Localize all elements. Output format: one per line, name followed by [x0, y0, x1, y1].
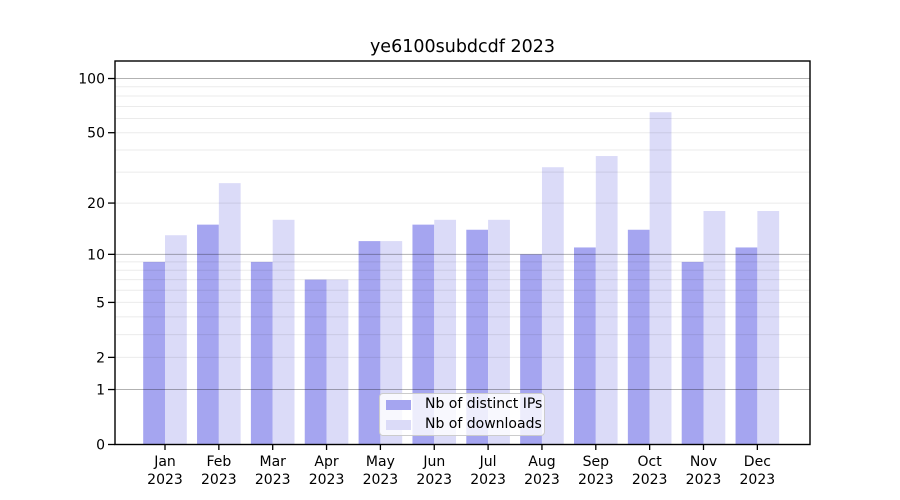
plot-border [114, 60, 811, 446]
bar-downloads-Mar [272, 219, 295, 445]
x-tick-label-month: Jan [153, 454, 176, 470]
x-tick-label-month: Apr [314, 454, 338, 470]
legend: Nb of distinct IPs Nb of downloads [379, 393, 545, 436]
bar-distinct-ips-May [358, 241, 381, 445]
x-tick-label-year: 2023 [416, 472, 452, 488]
x-tick-label-month: Nov [690, 454, 717, 470]
y-tick-label: 2 [96, 350, 105, 366]
y-tick-label: 1 [96, 383, 105, 399]
x-tick-label-year: 2023 [740, 472, 776, 488]
bar-downloads-Dec [757, 211, 780, 445]
x-tick-label-year: 2023 [309, 472, 345, 488]
x-tick-label-month: Aug [528, 454, 555, 470]
bars-layer [143, 112, 780, 445]
x-tick-label-year: 2023 [578, 472, 614, 488]
x-tick-label-year: 2023 [632, 472, 668, 488]
bar-downloads-Jan [165, 235, 187, 445]
bar-distinct-ips-Feb [197, 224, 219, 445]
bar-distinct-ips-Jul [466, 229, 489, 445]
x-tick-label-year: 2023 [686, 472, 722, 488]
x-tick-label-month: Sep [583, 454, 610, 470]
x-tick-label-month: Jul [479, 454, 497, 470]
x-tick-label-year: 2023 [470, 472, 506, 488]
bar-downloads-Aug [541, 167, 564, 445]
y-tick-label: 100 [78, 72, 105, 88]
legend-swatch-distinct-ips [386, 399, 411, 410]
x-tick-label-year: 2023 [363, 472, 399, 488]
x-tick-label-year: 2023 [255, 472, 291, 488]
x-tick-label-year: 2023 [524, 472, 560, 488]
bar-downloads-Jul [488, 219, 510, 445]
x-tick-label-month: Jun [422, 454, 445, 470]
bar-distinct-ips-Jun [412, 224, 435, 445]
chart-title: ye6100subdcdf 2023 [369, 37, 556, 57]
bar-distinct-ips-Jan [143, 261, 165, 445]
legend-entry-distinct-ips: Nb of distinct IPs [386, 396, 542, 413]
x-tick-label-year: 2023 [147, 472, 183, 488]
y-tick-label: 50 [87, 126, 105, 142]
bar-distinct-ips-Oct [627, 229, 650, 445]
bar-downloads-Jun [434, 219, 457, 445]
bar-downloads-Oct [649, 112, 672, 445]
x-tick-label-year: 2023 [201, 472, 237, 488]
bar-distinct-ips-Dec [735, 247, 758, 445]
y-tick-label: 20 [87, 196, 105, 212]
x-tick-label-month: Dec [744, 454, 771, 470]
bar-downloads-Feb [218, 183, 241, 445]
bar-distinct-ips-Mar [250, 261, 273, 445]
y-tick-label: 5 [96, 295, 105, 311]
grid-layer [115, 78, 810, 391]
bar-downloads-Apr [326, 279, 349, 445]
bar-downloads-Sep [595, 156, 618, 445]
x-tick-label-month: May [366, 454, 395, 470]
bar-downloads-Nov [703, 211, 726, 445]
x-tick-label-month: Oct [638, 454, 663, 470]
bar-distinct-ips-Nov [681, 261, 704, 445]
x-tick-label-month: Feb [206, 454, 231, 470]
axes-layer: 0 1 2 5 10 20 50 100 Jan 2023 Feb 2023 Mar 2023 Apr 202… [78, 60, 811, 488]
y-tick-label: 0 [96, 438, 105, 454]
bar-distinct-ips-Apr [304, 279, 327, 445]
y-tick-label: 10 [87, 247, 105, 263]
legend-entry-downloads: Nb of downloads [386, 416, 542, 433]
legend-label-distinct-ips: Nb of distinct IPs [425, 396, 543, 412]
legend-swatch-downloads [386, 419, 411, 430]
bar-distinct-ips-Sep [574, 247, 596, 445]
x-tick-label-month: Mar [259, 454, 286, 470]
legend-label-downloads: Nb of downloads [425, 416, 542, 432]
